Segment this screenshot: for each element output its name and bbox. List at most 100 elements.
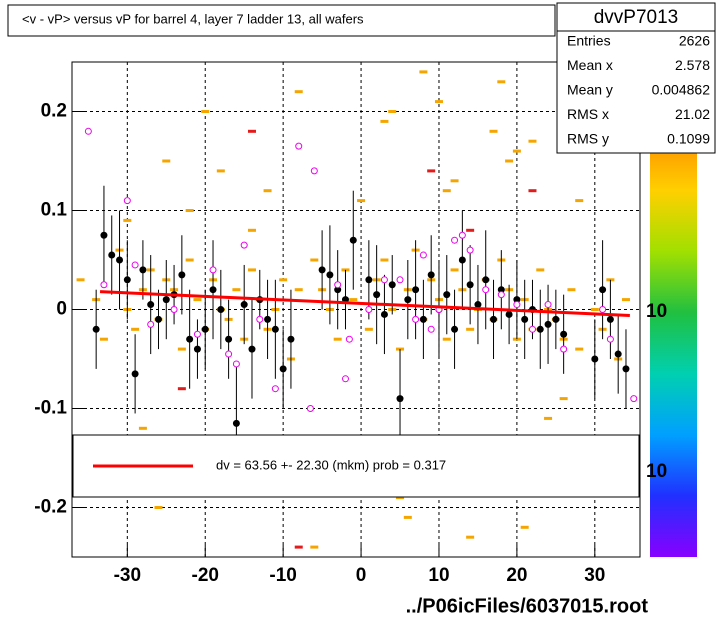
data-point — [116, 256, 124, 264]
data-point — [264, 315, 272, 323]
x-tick-label: 0 — [356, 565, 367, 586]
data-point — [528, 325, 536, 333]
data-point — [591, 355, 599, 363]
data-point — [560, 345, 568, 353]
data-point — [373, 291, 381, 299]
data-point — [84, 127, 92, 135]
hist-cell — [419, 70, 428, 74]
hist-cell — [232, 288, 241, 292]
hist-cell — [99, 337, 108, 341]
data-point — [92, 325, 100, 333]
hist-cell — [310, 545, 319, 549]
data-point — [451, 236, 459, 244]
data-point — [334, 281, 342, 289]
hist-cell — [575, 199, 584, 203]
data-point — [412, 315, 420, 323]
data-point — [365, 276, 373, 284]
data-point — [186, 335, 194, 343]
hist-cell — [193, 298, 202, 302]
data-point — [123, 197, 131, 205]
data-point — [458, 256, 466, 264]
stats-value: 0.1099 — [667, 131, 710, 147]
hist-cell — [575, 347, 584, 351]
hist-cell — [310, 258, 319, 262]
hist-cell — [294, 90, 303, 94]
data-point — [630, 395, 638, 403]
data-point — [108, 251, 116, 259]
y-tick-label: -0.2 — [34, 497, 67, 518]
data-point — [560, 330, 568, 338]
data-point — [131, 261, 139, 269]
hist-cell — [396, 496, 405, 500]
data-point — [162, 296, 170, 304]
hist-cell — [388, 110, 397, 113]
hist-cell — [364, 327, 373, 331]
hist-cell — [154, 506, 163, 509]
hist-cell — [466, 327, 475, 331]
hist-cell — [380, 119, 389, 123]
data-point — [310, 167, 318, 175]
hist-cell — [520, 525, 529, 529]
hist-cell — [294, 288, 303, 292]
hist-cell — [123, 218, 132, 222]
hist-cell — [247, 228, 256, 232]
data-point — [474, 301, 482, 309]
data-point — [306, 405, 314, 412]
data-point — [513, 296, 521, 304]
data-point — [419, 251, 427, 259]
data-point — [443, 291, 451, 299]
hist-cell — [450, 179, 459, 183]
data-point — [606, 315, 614, 323]
hist-cell — [559, 397, 568, 401]
data-point — [365, 306, 373, 313]
hist-cell — [536, 268, 545, 272]
hist-cell — [466, 228, 475, 232]
hist-cell — [162, 159, 171, 163]
hist-cell — [442, 337, 451, 341]
hist-cell — [442, 189, 451, 193]
title-box — [7, 4, 556, 37]
data-point — [419, 315, 427, 323]
x-tick-label: -20 — [192, 565, 219, 586]
data-point — [232, 419, 240, 427]
hist-cell — [138, 426, 147, 430]
data-point — [256, 315, 264, 323]
data-point — [139, 266, 147, 274]
data-point — [131, 370, 139, 378]
hist-cell — [450, 268, 459, 272]
data-point — [466, 246, 474, 254]
stats-value: 2626 — [679, 33, 710, 49]
data-point — [295, 142, 303, 150]
hist-cell — [216, 169, 225, 173]
data-point — [497, 286, 505, 294]
stats-label: RMS y — [567, 131, 609, 147]
hist-cell — [489, 129, 498, 133]
hist-cell — [497, 80, 506, 84]
hist-cell — [263, 189, 272, 193]
stats-value: 2.578 — [675, 57, 710, 73]
data-point — [349, 236, 357, 244]
stats-label: RMS x — [567, 106, 609, 122]
hist-cell — [512, 149, 521, 153]
data-point — [193, 330, 201, 338]
data-point — [225, 350, 233, 358]
data-point — [521, 315, 529, 323]
data-point — [170, 306, 178, 313]
data-point — [334, 286, 342, 294]
hist-cell — [380, 258, 389, 262]
data-point — [271, 385, 279, 393]
hist-cell — [528, 139, 537, 143]
data-point — [209, 266, 217, 274]
data-point — [622, 365, 630, 373]
hist-cell — [177, 347, 186, 351]
hist-cell — [177, 387, 186, 391]
stats-name: dvvP7013 — [594, 7, 679, 28]
stats-box — [556, 2, 716, 154]
hist-cell — [349, 298, 358, 302]
hist-cell — [621, 298, 630, 302]
data-point — [380, 310, 388, 318]
palette-label: 10 — [646, 461, 667, 482]
data-point — [505, 310, 513, 318]
data-point — [544, 301, 552, 309]
